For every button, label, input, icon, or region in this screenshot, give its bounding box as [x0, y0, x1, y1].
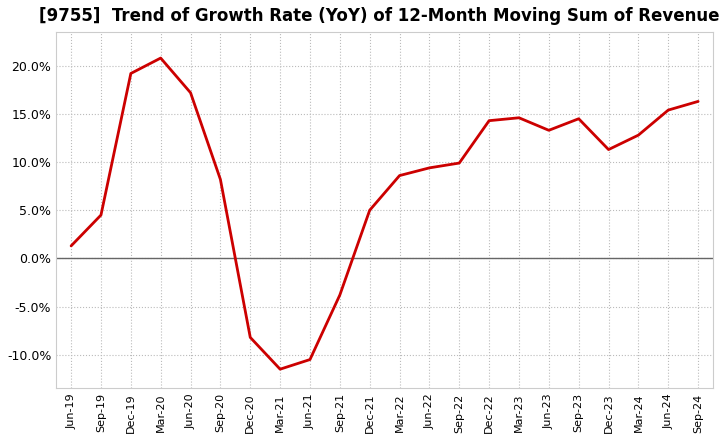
Title: [9755]  Trend of Growth Rate (YoY) of 12-Month Moving Sum of Revenues: [9755] Trend of Growth Rate (YoY) of 12-…	[40, 7, 720, 25]
